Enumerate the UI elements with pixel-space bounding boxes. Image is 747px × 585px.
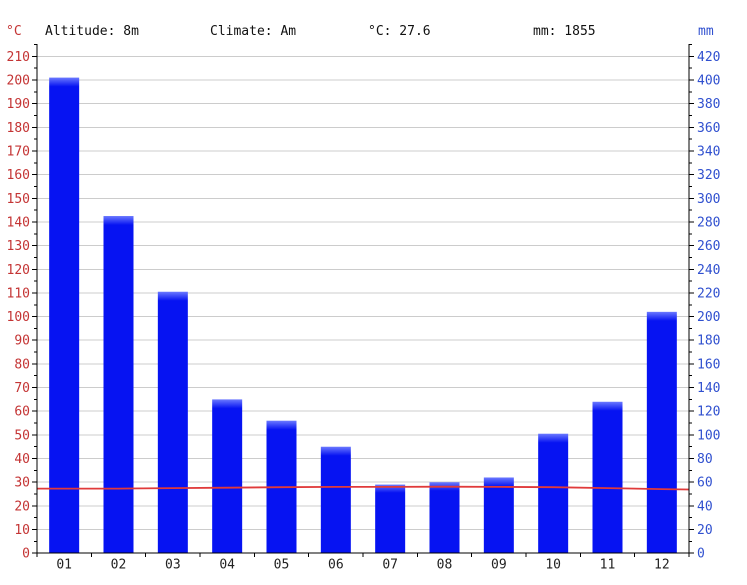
left-axis-tick-label: 150 — [7, 192, 30, 207]
month-label: 12 — [654, 558, 670, 573]
precip-bar — [103, 216, 134, 554]
month-label: 11 — [600, 558, 616, 573]
left-axis-tick-label: 170 — [7, 144, 30, 159]
right-axis-group: 0 20 40 60 80 100 120 140 160 180 200 220 240 260 280 3… — [689, 43, 720, 562]
right-axis-unit-label: mm — [698, 24, 714, 39]
month-label: 03 — [165, 558, 181, 573]
left-axis-tick-label: 110 — [7, 286, 30, 301]
precip-bar — [646, 311, 677, 554]
month-label: 04 — [219, 558, 235, 573]
left-axis-tick-label: 30 — [14, 476, 30, 491]
right-axis-tick-label: 140 — [697, 381, 720, 396]
right-axis-tick-label: 80 — [697, 452, 713, 467]
right-axis-tick-label: 100 — [697, 428, 720, 443]
left-axis-tick-label: 10 — [14, 523, 30, 538]
left-axis-tick-label: 140 — [7, 215, 30, 230]
left-axis-tick-label: 20 — [14, 499, 30, 514]
month-label: 05 — [274, 558, 290, 573]
left-axis-tick-label: 120 — [7, 263, 30, 278]
left-axis-tick-label: 50 — [14, 428, 30, 443]
left-axis-tick-label: 160 — [7, 168, 30, 183]
precip-bar — [320, 446, 351, 554]
left-axis-tick-label: 60 — [14, 405, 30, 420]
precip-bar — [538, 433, 569, 554]
right-axis-tick-label: 320 — [697, 168, 720, 183]
month-label: 10 — [545, 558, 561, 573]
mean-temperature-label: °C: 27.6 — [368, 24, 431, 39]
right-axis-tick-label: 260 — [697, 239, 720, 254]
altitude-label: Altitude: 8m — [45, 24, 139, 39]
right-axis-tick-label: 360 — [697, 121, 720, 136]
month-label: 01 — [56, 558, 72, 573]
precip-bar — [375, 484, 406, 554]
right-axis-tick-label: 160 — [697, 357, 720, 372]
month-label: 02 — [111, 558, 127, 573]
right-axis-tick-label: 60 — [697, 476, 713, 491]
precip-bar — [592, 401, 623, 554]
right-axis-tick-label: 120 — [697, 405, 720, 420]
left-axis-group: 0 10 20 30 40 50 60 70 80 90 100 110 120 130 140 150 160… — [7, 43, 37, 562]
left-axis-tick-label: 70 — [14, 381, 30, 396]
left-axis-tick-label: 80 — [14, 357, 30, 372]
right-axis-tick-label: 380 — [697, 97, 720, 112]
annual-precip-label: mm: 1855 — [533, 24, 596, 39]
right-axis-tick-label: 420 — [697, 50, 720, 65]
month-label: 09 — [491, 558, 507, 573]
left-axis-tick-label: 40 — [14, 452, 30, 467]
month-label: 07 — [382, 558, 398, 573]
right-axis-tick-label: 200 — [697, 310, 720, 325]
gridlines-group — [37, 55, 689, 531]
left-axis-tick-label: 100 — [7, 310, 30, 325]
right-axis-tick-label: 20 — [697, 523, 713, 538]
month-label: 06 — [328, 558, 344, 573]
climate-class-label: Climate: Am — [210, 24, 297, 39]
month-label: 08 — [437, 558, 453, 573]
right-axis-tick-label: 340 — [697, 144, 720, 159]
left-axis-tick-label: 0 — [22, 547, 30, 562]
left-axis-tick-label: 130 — [7, 239, 30, 254]
left-axis-tick-label: 90 — [14, 334, 30, 349]
right-axis-tick-label: 220 — [697, 286, 720, 301]
precipitation-bars-group — [49, 77, 677, 554]
precip-bar — [212, 399, 243, 554]
right-axis-tick-label: 300 — [697, 192, 720, 207]
right-axis-tick-label: 40 — [697, 499, 713, 514]
axes-group — [36, 44, 690, 554]
right-axis-tick-label: 400 — [697, 73, 720, 88]
precip-bar — [157, 291, 188, 554]
left-axis-unit-label: °C — [6, 24, 22, 39]
temperature-line — [37, 485, 690, 491]
right-axis-tick-label: 180 — [697, 334, 720, 349]
right-axis-tick-label: 240 — [697, 263, 720, 278]
precip-bar — [483, 477, 514, 554]
left-axis-tick-label: 180 — [7, 121, 30, 136]
left-axis-tick-label: 200 — [7, 73, 30, 88]
left-axis-tick-label: 190 — [7, 97, 30, 112]
precip-bar — [429, 482, 460, 554]
right-axis-tick-label: 280 — [697, 215, 720, 230]
month-axis-group: 01 02 03 04 05 06 07 08 09 10 11 12 — [36, 553, 690, 573]
left-axis-tick-label: 210 — [7, 50, 30, 65]
precip-bar — [49, 77, 80, 554]
right-axis-tick-label: 0 — [697, 547, 705, 562]
